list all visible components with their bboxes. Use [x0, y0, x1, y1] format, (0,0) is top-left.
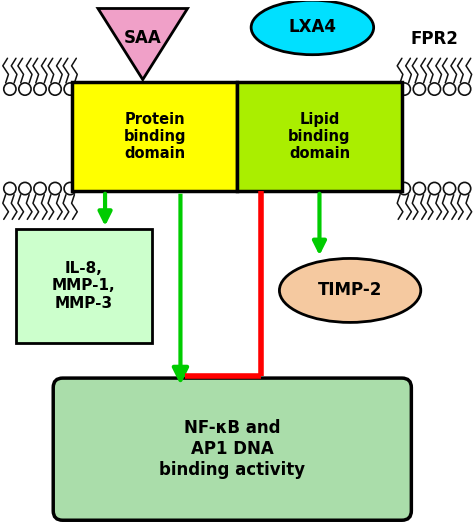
- Circle shape: [443, 182, 456, 195]
- FancyBboxPatch shape: [237, 82, 402, 191]
- Circle shape: [413, 83, 426, 95]
- Circle shape: [458, 83, 471, 95]
- Text: IL-8,
MMP-1,
MMP-3: IL-8, MMP-1, MMP-3: [52, 261, 116, 311]
- Circle shape: [34, 182, 46, 195]
- Circle shape: [49, 182, 61, 195]
- Circle shape: [34, 83, 46, 95]
- Circle shape: [4, 182, 16, 195]
- Circle shape: [413, 182, 426, 195]
- Circle shape: [458, 182, 471, 195]
- Circle shape: [398, 182, 410, 195]
- Circle shape: [398, 83, 410, 95]
- Polygon shape: [98, 8, 188, 80]
- FancyBboxPatch shape: [72, 82, 237, 191]
- Text: NF-κB and
AP1 DNA
binding activity: NF-κB and AP1 DNA binding activity: [159, 419, 305, 479]
- Circle shape: [428, 83, 440, 95]
- Text: Lipid
binding
domain: Lipid binding domain: [288, 112, 351, 161]
- Circle shape: [19, 83, 31, 95]
- Circle shape: [49, 83, 61, 95]
- Ellipse shape: [279, 258, 421, 322]
- Text: TIMP-2: TIMP-2: [318, 281, 382, 299]
- Circle shape: [64, 182, 76, 195]
- Text: Protein
binding
domain: Protein binding domain: [123, 112, 186, 161]
- Text: LXA4: LXA4: [288, 18, 337, 37]
- Ellipse shape: [251, 0, 374, 54]
- Circle shape: [443, 83, 456, 95]
- Text: SAA: SAA: [124, 29, 162, 47]
- FancyBboxPatch shape: [53, 378, 411, 520]
- Circle shape: [19, 182, 31, 195]
- FancyBboxPatch shape: [16, 229, 152, 343]
- Circle shape: [428, 182, 440, 195]
- Text: FPR2: FPR2: [410, 30, 458, 48]
- Circle shape: [64, 83, 76, 95]
- Circle shape: [4, 83, 16, 95]
